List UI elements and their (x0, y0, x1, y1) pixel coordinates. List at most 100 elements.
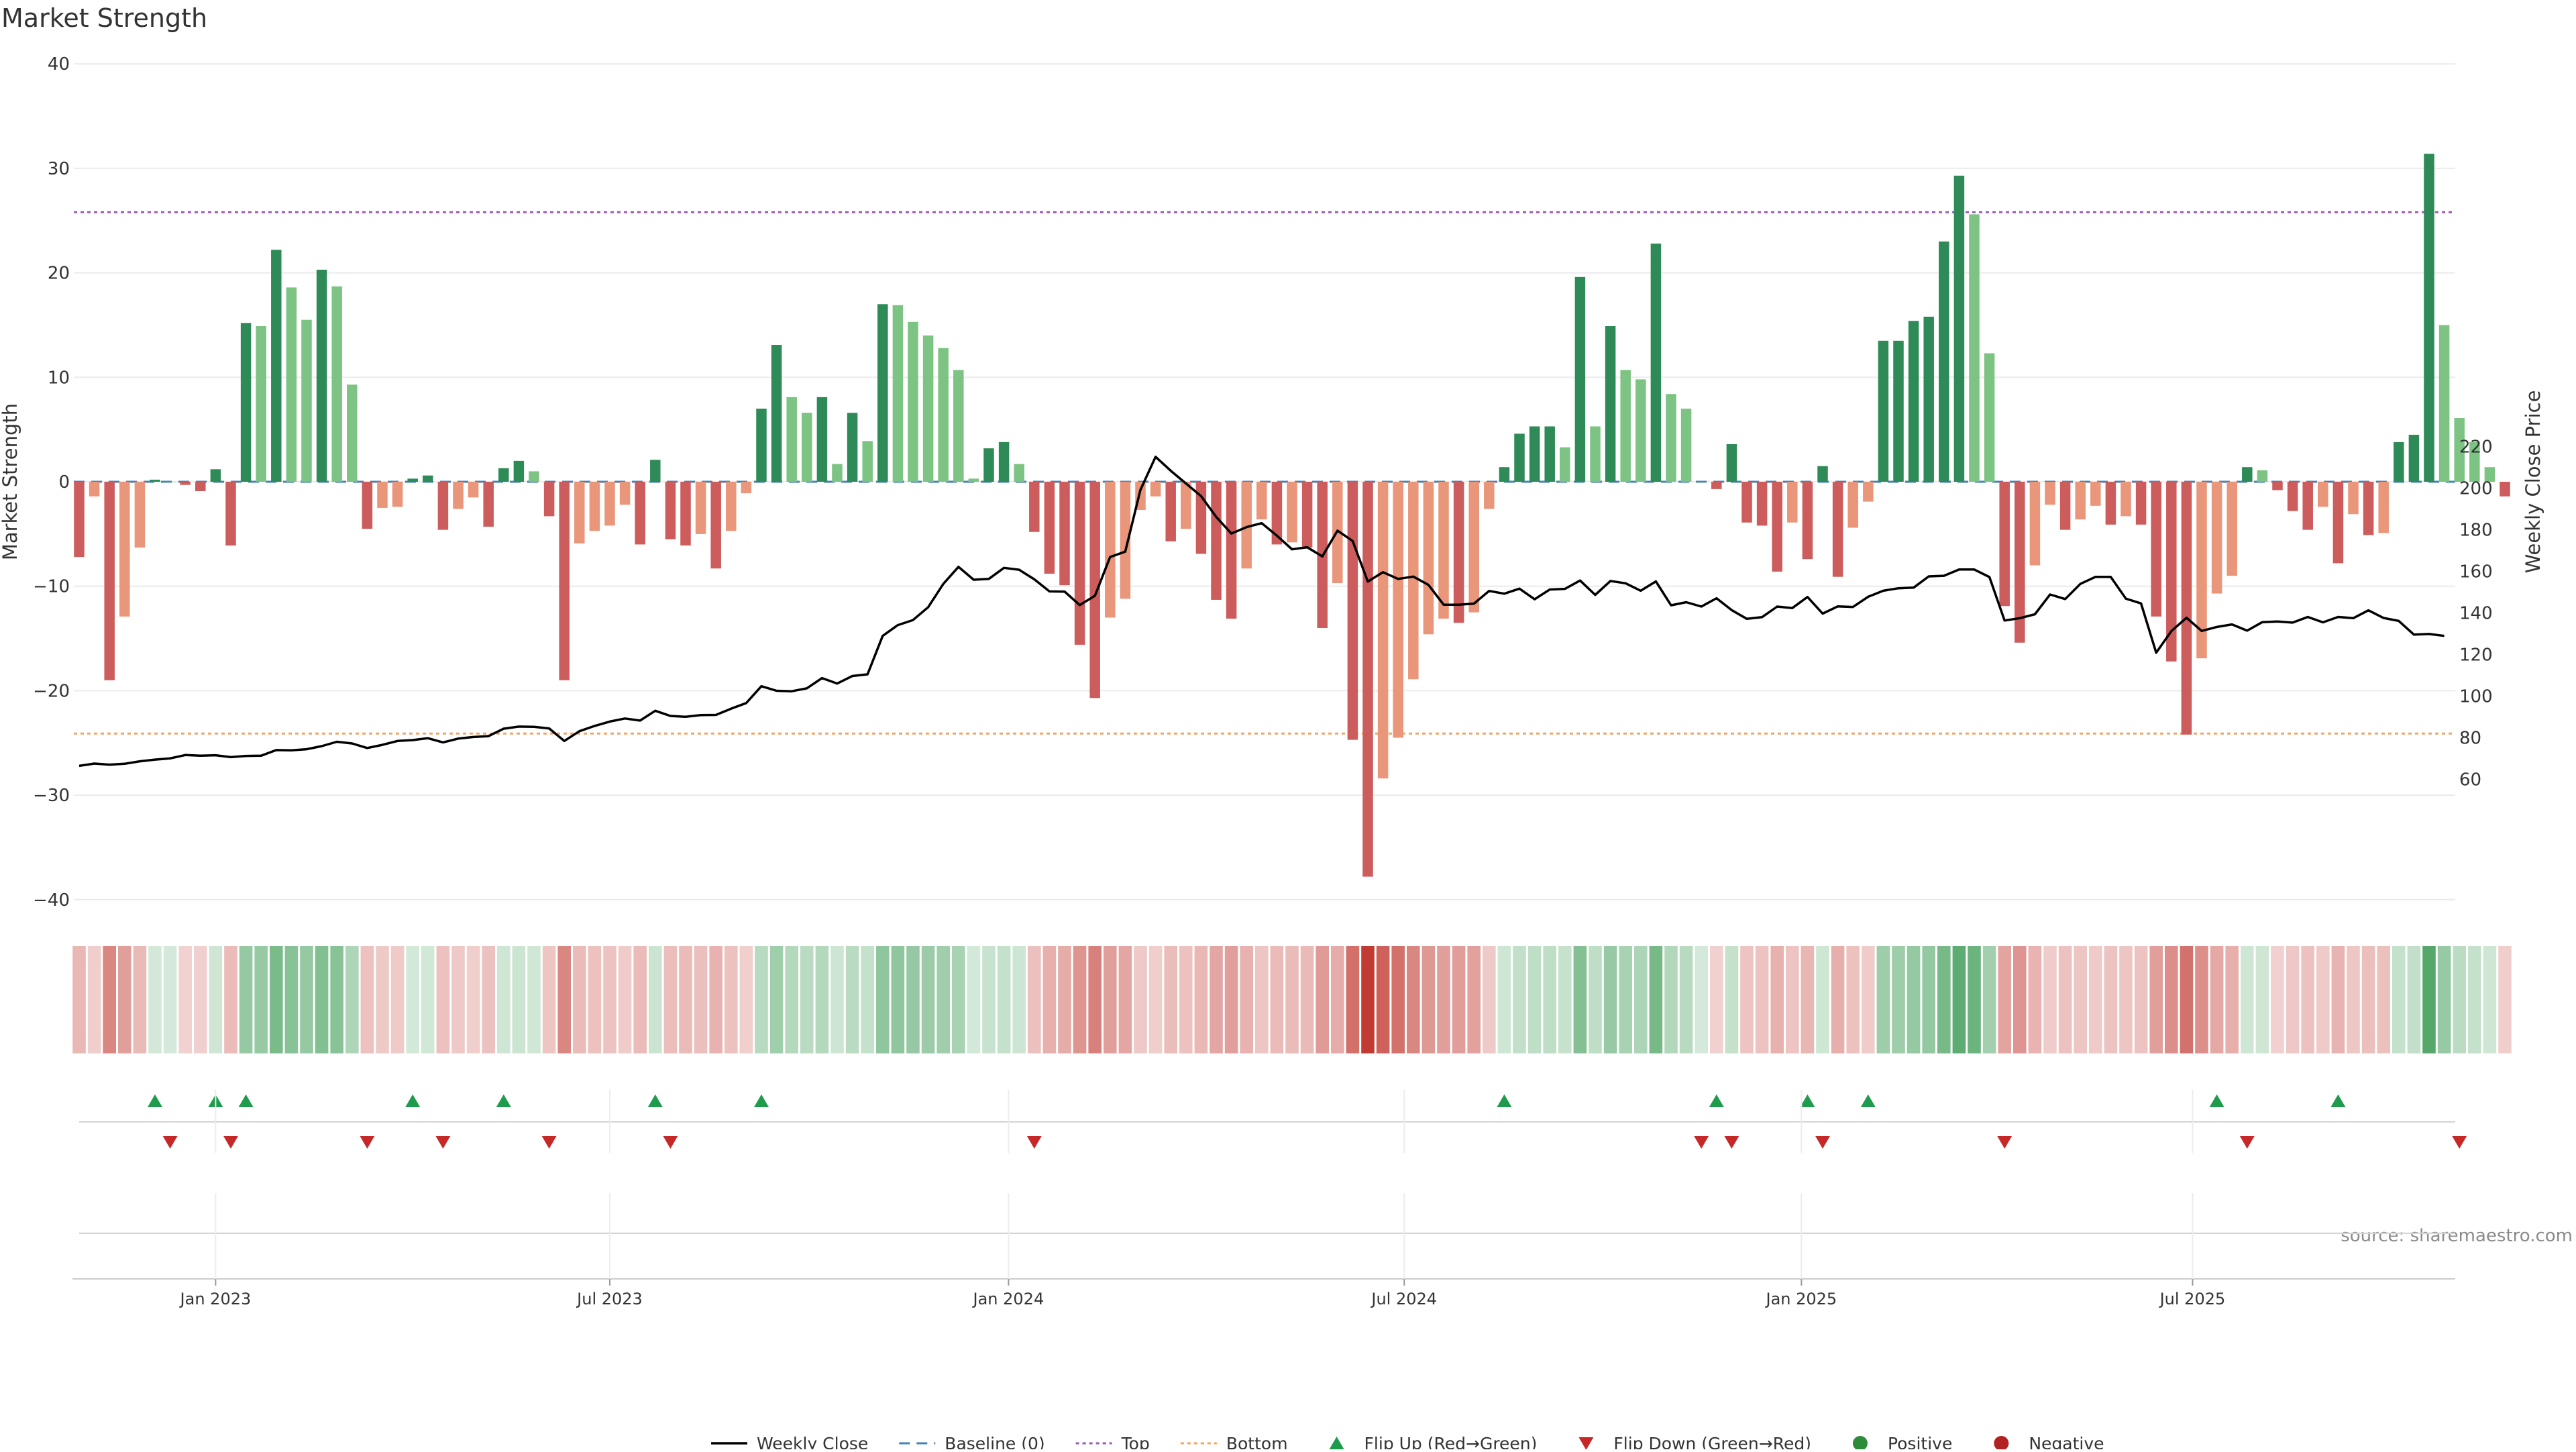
heatmap-cell (178, 946, 192, 1053)
strength-bar (968, 478, 979, 482)
heatmap-cell (1786, 946, 1799, 1053)
legend-swatch-triangle-up (1329, 1437, 1344, 1449)
strength-bar (1438, 482, 1449, 619)
heatmap-cell (1148, 946, 1163, 1053)
strength-bar (2378, 482, 2389, 533)
strength-bar (2394, 442, 2404, 482)
strength-bar (589, 482, 600, 531)
strength-heatmap (72, 946, 2512, 1053)
strength-bar (119, 482, 130, 617)
strength-bar (1241, 482, 1252, 569)
y-right-tick-label: 120 (2459, 645, 2493, 666)
heatmap-cell (800, 946, 814, 1053)
strength-bar (210, 469, 221, 482)
flip-down-marker (1026, 1136, 1042, 1149)
heatmap-cell (845, 946, 859, 1053)
heatmap-cell (315, 946, 329, 1053)
heatmap-cell (542, 946, 556, 1053)
legend-item: Top (1075, 1434, 1150, 1452)
legend-item: Flip Up (Red→Green) (1329, 1434, 1537, 1452)
heatmap-cell (1679, 946, 1693, 1053)
heatmap-cell (1285, 946, 1299, 1053)
flip-down-marker (1997, 1136, 2012, 1149)
strength-bar (756, 409, 767, 482)
heatmap-cell (1907, 946, 1921, 1053)
heatmap-cell (163, 946, 177, 1053)
strength-bar (2181, 482, 2192, 735)
strength-bar (998, 442, 1010, 482)
heatmap-cell (376, 946, 389, 1053)
y-left-tick-label: 10 (48, 368, 70, 388)
heatmap-cell (1210, 946, 1223, 1053)
y-right-tick-label: 200 (2459, 479, 2493, 499)
heatmap-cell (861, 946, 874, 1053)
strength-bar (2438, 325, 2450, 482)
strength-bar (695, 482, 706, 534)
strength-bar (710, 482, 721, 569)
strength-bar (423, 475, 433, 482)
strength-bar (1726, 444, 1737, 482)
heatmap-cell (1664, 946, 1678, 1053)
strength-bar (2015, 482, 2025, 643)
heatmap-cell (2361, 946, 2375, 1053)
strength-bar (1256, 482, 1267, 520)
heatmap-cell (451, 946, 465, 1053)
heatmap-cell (694, 946, 708, 1053)
strength-bar (1560, 447, 1570, 482)
heatmap-cell (2074, 946, 2087, 1053)
heatmap-cell (1255, 946, 1269, 1053)
heatmap-cell (390, 946, 405, 1053)
y-left-tick-label: 0 (58, 472, 70, 492)
strength-bar (1120, 482, 1131, 599)
flip-up-marker (405, 1094, 421, 1107)
strength-bar (104, 482, 115, 680)
flip-down-marker (223, 1136, 238, 1149)
heatmap-cell (1816, 946, 1829, 1053)
legend-item: Baseline (0) (899, 1434, 1045, 1452)
y-left-tick-label: −30 (33, 786, 70, 806)
strength-bar (513, 460, 525, 482)
heatmap-cell (573, 946, 586, 1053)
heatmap-cell (270, 946, 283, 1053)
strength-bar (604, 482, 615, 526)
heatmap-cell (2331, 946, 2345, 1053)
heatmap-cell (2255, 946, 2269, 1053)
heatmap-cell (224, 946, 237, 1053)
heatmap-cell (1876, 946, 1890, 1053)
heatmap-cell (649, 946, 662, 1053)
strength-bar (468, 482, 479, 498)
heatmap-cell (1118, 946, 1132, 1053)
y-left-tick-label: −10 (33, 577, 70, 597)
heatmap-cell (284, 946, 299, 1053)
heatmap-cell (2468, 946, 2481, 1053)
strength-bar (362, 482, 373, 529)
heatmap-cell (1240, 946, 1253, 1053)
legend-label: Weekly Close (757, 1434, 868, 1449)
strength-bar (2075, 482, 2086, 520)
left-axis-label: Market Strength (0, 403, 21, 560)
y-left-tick-label: 40 (48, 54, 70, 74)
heatmap-cell (876, 946, 890, 1053)
strength-bar (1362, 482, 1373, 877)
heatmap-cell (406, 946, 419, 1053)
heatmap-cell (1710, 946, 1723, 1053)
strength-bar (1787, 482, 1798, 523)
heatmap-cell (360, 946, 374, 1053)
source-text: source: sharemaestro.com (2341, 1226, 2573, 1246)
y-left-tick-label: 30 (48, 159, 70, 179)
strength-bar (953, 370, 964, 482)
heatmap-cell (1407, 946, 1420, 1053)
heatmap-cell (209, 946, 223, 1053)
x-axis: Jan 2023 Jul 2023 Jan 2024 Jul 2024 Jan 2025… (72, 1090, 2455, 1308)
heatmap-cell (2180, 946, 2194, 1053)
heatmap-cell (1952, 946, 1966, 1053)
heatmap-cell (148, 946, 162, 1053)
heatmap-cell (815, 946, 829, 1053)
weekly-close-line (78, 456, 2445, 768)
strength-bar (665, 482, 676, 539)
strength-bar (1044, 482, 1055, 574)
strength-bar (2454, 418, 2465, 482)
heatmap-cell (1042, 946, 1057, 1053)
strength-bar (726, 482, 737, 531)
strength-bar (301, 319, 312, 482)
